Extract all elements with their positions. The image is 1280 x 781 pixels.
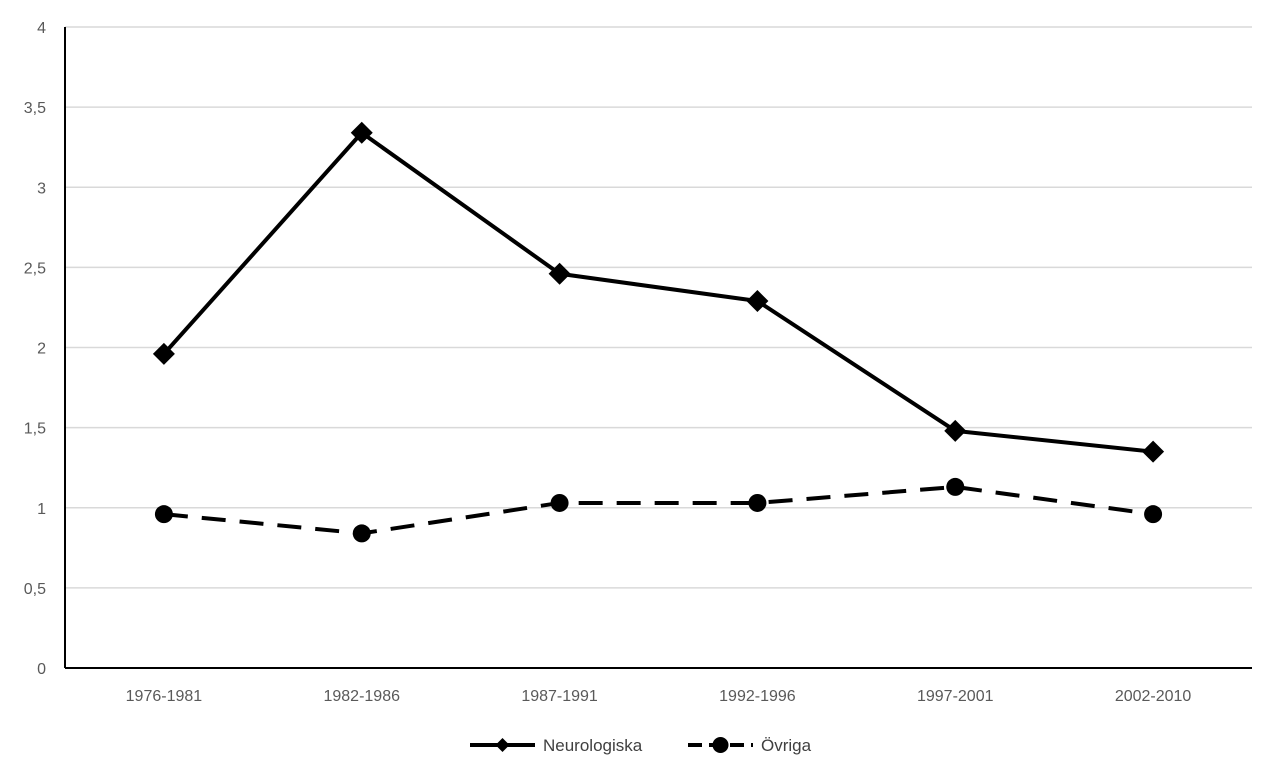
legend-label-neurologiska: Neurologiska — [543, 736, 643, 755]
legend-item-neurologiska: Neurologiska — [470, 736, 643, 755]
x-tick-label: 1987-1991 — [521, 688, 598, 705]
y-tick-label: 0 — [37, 661, 46, 678]
x-tick-label: 2002-2010 — [1115, 688, 1192, 705]
y-tick-label: 2 — [37, 341, 46, 358]
x-tick-label: 1997-2001 — [917, 688, 994, 705]
x-axis-ticks: 1976-1981 1982-1986 1987-1991 1992-1996 1997… — [126, 688, 1192, 705]
data-point-circle — [352, 524, 371, 543]
series-line — [162, 130, 1154, 454]
y-tick-label: 3,5 — [24, 100, 46, 117]
y-tick-label: 4 — [37, 20, 46, 37]
data-point-circle — [946, 477, 965, 496]
data-point-diamond — [944, 419, 967, 442]
data-point-diamond — [1142, 440, 1165, 463]
circle-marker-icon — [712, 737, 729, 753]
y-tick-label: 3 — [37, 180, 46, 197]
data-point-diamond — [152, 342, 175, 365]
series-line — [163, 484, 1154, 536]
legend: Neurologiska Övriga — [470, 736, 812, 755]
x-tick-label: 1976-1981 — [126, 688, 203, 705]
diamond-marker-icon — [495, 738, 510, 752]
y-tick-label: 0,5 — [24, 581, 46, 598]
y-tick-label: 1 — [37, 501, 46, 518]
data-point-circle — [748, 493, 767, 512]
data-point-circle — [550, 493, 569, 512]
legend-item-ovriga: Övriga — [688, 736, 812, 755]
y-tick-label: 1,5 — [24, 421, 46, 438]
x-tick-label: 1982-1986 — [323, 688, 400, 705]
series-neurologiska — [152, 121, 1165, 463]
series-layer — [152, 121, 1165, 543]
data-point-circle — [1144, 505, 1163, 524]
legend-label-ovriga: Övriga — [761, 736, 812, 755]
y-tick-label: 2,5 — [24, 260, 46, 277]
data-point-diamond — [746, 290, 769, 313]
series-ovriga — [154, 477, 1163, 543]
data-point-diamond — [350, 121, 373, 144]
data-point-diamond — [548, 262, 571, 285]
x-tick-label: 1992-1996 — [719, 688, 796, 705]
y-axis-ticks: 0 0,5 1 1,5 2 2,5 3 3,5 4 — [24, 20, 46, 678]
data-point-circle — [154, 505, 173, 524]
gridlines — [65, 26, 1252, 589]
